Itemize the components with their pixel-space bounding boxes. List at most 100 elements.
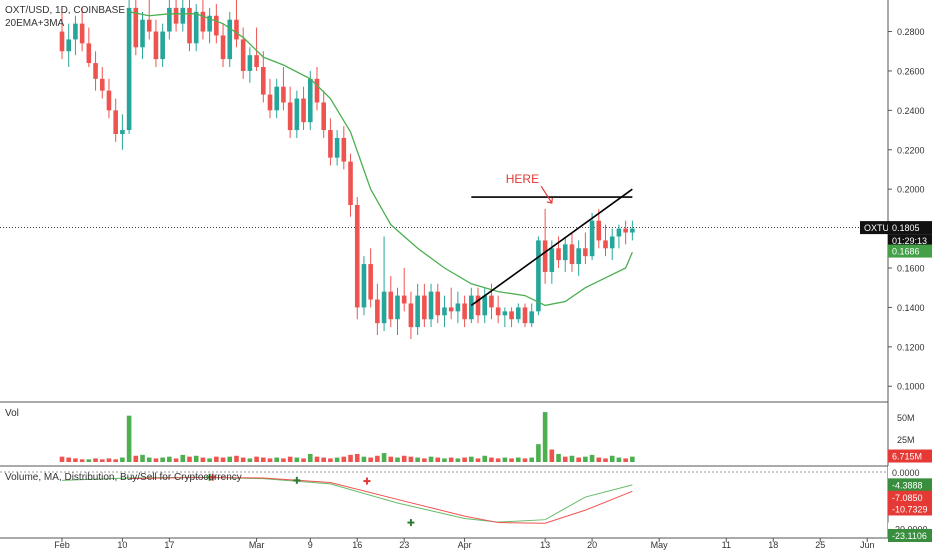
volume-bar xyxy=(603,458,608,462)
candle-body xyxy=(160,31,165,60)
candle xyxy=(375,283,380,335)
candle-body xyxy=(240,39,246,71)
candle-body xyxy=(99,78,105,91)
candle xyxy=(294,90,300,138)
volume-bar xyxy=(113,459,118,462)
candle xyxy=(361,256,367,316)
candle-body xyxy=(334,137,340,158)
candle-layer xyxy=(59,0,635,339)
volume-bar xyxy=(287,456,293,462)
volume-bar xyxy=(247,458,253,462)
volume-bar xyxy=(126,415,132,462)
symbol-tag-text: OXTUSD xyxy=(864,223,902,233)
x-tick-label: 25 xyxy=(815,540,825,550)
candle-body xyxy=(307,78,313,123)
volume-bar xyxy=(462,457,467,462)
volume-bar xyxy=(274,457,280,462)
indicator-value-tag: -23.1106 xyxy=(888,528,932,542)
x-tick-label: 18 xyxy=(768,540,778,550)
candle-body xyxy=(623,228,628,233)
candle-body xyxy=(153,31,159,60)
candle xyxy=(502,307,508,328)
volume-bar xyxy=(86,459,92,462)
candle xyxy=(99,67,105,99)
candle xyxy=(261,51,266,103)
candle-body xyxy=(536,240,541,312)
volume-bar xyxy=(515,457,521,462)
volume-value-tag-bg xyxy=(888,449,932,463)
candle xyxy=(542,208,548,284)
x-tick-label: 11 xyxy=(722,540,731,550)
candle-body xyxy=(227,19,233,60)
candle xyxy=(482,287,488,324)
candle-body xyxy=(73,23,78,40)
candle xyxy=(408,291,414,339)
candle-body xyxy=(576,248,581,265)
candle-body xyxy=(86,43,92,64)
volume-bar xyxy=(73,458,78,462)
candle xyxy=(583,232,588,265)
candle xyxy=(200,0,206,40)
volume-bar xyxy=(307,453,313,462)
y-tick-label: 0.1000 xyxy=(897,382,925,392)
candle xyxy=(301,86,306,131)
volume-bar xyxy=(227,456,233,462)
candle xyxy=(227,11,233,67)
candle xyxy=(167,0,172,40)
candle-body xyxy=(193,11,199,44)
indicator-value-tag-text: 0.0000 xyxy=(892,468,920,478)
grid-layer xyxy=(0,0,932,539)
candle xyxy=(455,291,461,324)
candle xyxy=(354,197,360,320)
candle xyxy=(126,0,132,134)
last-price-tag-text: 0.1805 xyxy=(892,223,920,233)
volume-bar xyxy=(234,455,239,462)
x-tick-label: Apr xyxy=(458,540,472,550)
candle-body xyxy=(368,264,373,300)
volume-bar xyxy=(193,455,199,462)
ema-value-tag-bg xyxy=(888,244,932,258)
indicator-legend: 20EMA+3MA xyxy=(5,18,65,29)
candle xyxy=(281,67,286,111)
volume-bar xyxy=(334,457,340,462)
candle xyxy=(422,283,427,328)
volume-bar xyxy=(294,457,300,462)
candle xyxy=(435,283,441,324)
x-tick-label: 23 xyxy=(399,540,409,550)
indicator-value-tag-bg xyxy=(888,502,932,516)
candle xyxy=(220,23,226,67)
candle xyxy=(630,220,635,241)
volume-bar xyxy=(301,458,306,462)
candle-body xyxy=(469,295,474,320)
volume-bar xyxy=(448,457,454,462)
volume-pane-label: Vol xyxy=(5,408,19,419)
volume-bar xyxy=(180,454,186,462)
candle-body xyxy=(79,23,85,44)
volume-bar xyxy=(140,454,145,462)
volume-bar xyxy=(321,457,326,462)
volume-bar xyxy=(502,457,508,462)
last-price-tag: 0.1805 xyxy=(888,221,932,235)
volume-bar xyxy=(361,456,367,462)
symbol-tag-bg xyxy=(860,221,890,235)
volume-bar xyxy=(381,453,387,462)
volume-bar xyxy=(408,456,414,462)
indicator-value-tag: 0.0000 xyxy=(888,466,932,479)
candle xyxy=(240,27,246,79)
candle-body xyxy=(207,15,212,32)
candle xyxy=(596,208,602,249)
y-tick-label: 0.1200 xyxy=(897,342,925,352)
y-tick-label: 0.1600 xyxy=(897,264,925,274)
candle xyxy=(609,228,615,261)
x-tick-label: 9 xyxy=(308,540,313,550)
volume-bar xyxy=(609,455,615,462)
volume-bar xyxy=(576,457,581,462)
candle xyxy=(321,90,326,138)
candle-body xyxy=(341,137,347,162)
volume-bar xyxy=(630,456,635,462)
candle xyxy=(173,0,179,32)
candle-body xyxy=(616,228,622,237)
indicator-value-tag-text: -10.7329 xyxy=(892,504,928,514)
candle-body xyxy=(133,7,139,48)
